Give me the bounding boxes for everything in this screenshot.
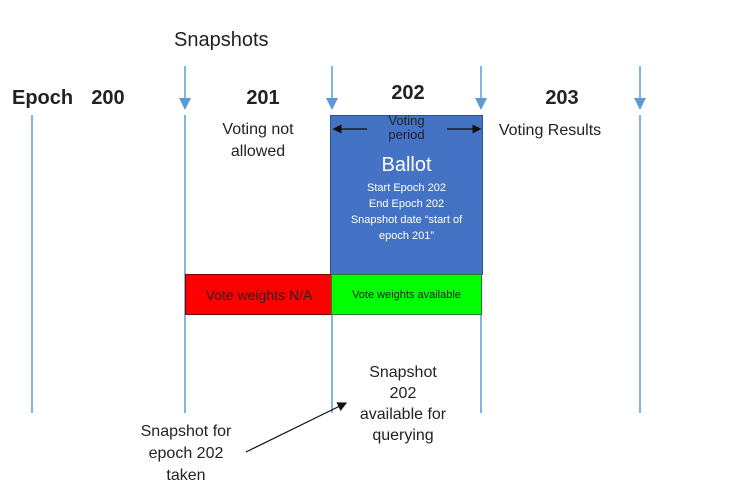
voting-period-arrows (332, 124, 482, 134)
ballot-snapshot-date-cont: epoch 201” (378, 230, 435, 242)
epoch-200: 200 (91, 87, 125, 109)
snapshot-taken-label: Snapshot for epoch 202 taken (141, 421, 232, 487)
voting-period-line-2: period (388, 127, 425, 142)
vote-weights-na-bar: Vote weights N/A (185, 274, 333, 315)
snapshot-taken-line-2: epoch 202 (148, 445, 224, 462)
ballot-details: Start Epoch 202 End Epoch 202 Snapshot d… (331, 180, 482, 244)
snapshot-available-line-4: querying (372, 427, 434, 444)
vote-weights-available-label: Vote weights available (352, 288, 461, 301)
snapshot-taken-line-3: taken (166, 467, 206, 484)
snapshots-heading: Snapshots (174, 29, 269, 51)
snapshot-taken-line-1: Snapshot for (140, 423, 232, 440)
vote-weights-na-label: Vote weights N/A (205, 286, 313, 303)
snapshot-available-label: Snapshot 202 available for querying (360, 362, 446, 446)
ballot-box: Voting period Ballot Start Epoch 202 End… (330, 114, 483, 275)
snapshot-available-line-3: available for (359, 406, 447, 423)
voting-not-allowed-line-1: Voting not (222, 121, 294, 138)
epoch-203: 203 (545, 87, 579, 109)
vote-weights-available-bar: Vote weights available (331, 274, 482, 315)
voting-not-allowed-line-2: allowed (230, 143, 286, 160)
snapshot-available-line-1: Snapshot (369, 364, 437, 381)
voting-results-label: Voting Results (498, 122, 602, 139)
epoch-201: 201 (246, 87, 280, 109)
voting-not-allowed-label: Voting not allowed (222, 119, 293, 163)
snapshot-available-line-2: 202 (389, 385, 417, 402)
ballot-title: Ballot (381, 154, 432, 176)
voting-period-line-1: Voting (388, 113, 425, 128)
ballot-end-epoch: End Epoch 202 (368, 198, 445, 210)
epoch-label: Epoch (12, 87, 74, 109)
voting-period-label: Voting period (331, 114, 482, 142)
ballot-snapshot-date: Snapshot date “start of (350, 214, 463, 226)
ballot-start-epoch: Start Epoch 202 (367, 182, 446, 194)
epoch-202: 202 (391, 82, 425, 104)
snapshot-pointer-arrow (245, 402, 348, 453)
